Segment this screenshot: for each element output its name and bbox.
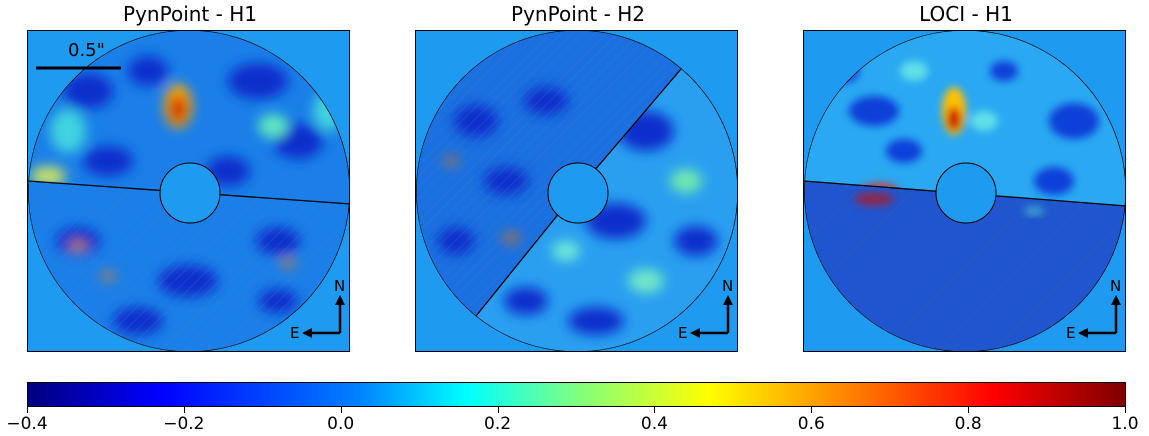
compass-2: N E <box>678 277 733 342</box>
svg-text:E: E <box>678 324 687 342</box>
panel-title-1: PynPoint - H1 <box>123 2 257 26</box>
compass-3: N E <box>1066 277 1121 342</box>
colorbar-tick <box>654 407 656 413</box>
panel-title-2: PynPoint - H2 <box>511 2 645 26</box>
colorbar-tick-label: 0.8 <box>954 414 982 434</box>
colorbar-tick-label: 0.4 <box>640 414 668 434</box>
colorbar-tick-label: −0.4 <box>6 414 48 434</box>
colorbar-tick-label: −0.2 <box>163 414 205 434</box>
svg-text:E: E <box>290 324 299 342</box>
colorbar-tick-label: 0.0 <box>327 414 355 434</box>
compass-1: N E <box>290 277 345 342</box>
colorbar-tick <box>183 407 185 413</box>
heatmap-image-3: N E <box>804 31 1125 351</box>
heatmap-panel-3: N E <box>803 30 1126 352</box>
scale-bar-label: 0.5" <box>68 40 105 61</box>
colorbar-tick <box>968 407 970 413</box>
colorbar-tick <box>27 407 28 413</box>
heatmap-panel-2: N E <box>415 30 738 352</box>
colorbar-tick <box>497 407 499 413</box>
svg-text:N: N <box>334 277 345 295</box>
colorbar-tick-label: 0.6 <box>797 414 825 434</box>
colorbar-tick-label: 1.0 <box>1111 414 1139 434</box>
heatmap-image-2: N E <box>416 31 737 351</box>
svg-text:N: N <box>722 277 733 295</box>
colorbar <box>27 382 1126 407</box>
heatmap-panel-1: 0.5" N E <box>27 30 350 352</box>
panel-title-3: LOCI - H1 <box>919 2 1013 26</box>
colorbar-tick <box>1125 407 1126 413</box>
svg-text:E: E <box>1066 324 1075 342</box>
colorbar-tick <box>811 407 813 413</box>
colorbar-tick <box>340 407 342 413</box>
colorbar-tick-label: 0.2 <box>484 414 512 434</box>
svg-text:N: N <box>1110 277 1121 295</box>
heatmap-image-1: 0.5" N E <box>28 31 349 351</box>
